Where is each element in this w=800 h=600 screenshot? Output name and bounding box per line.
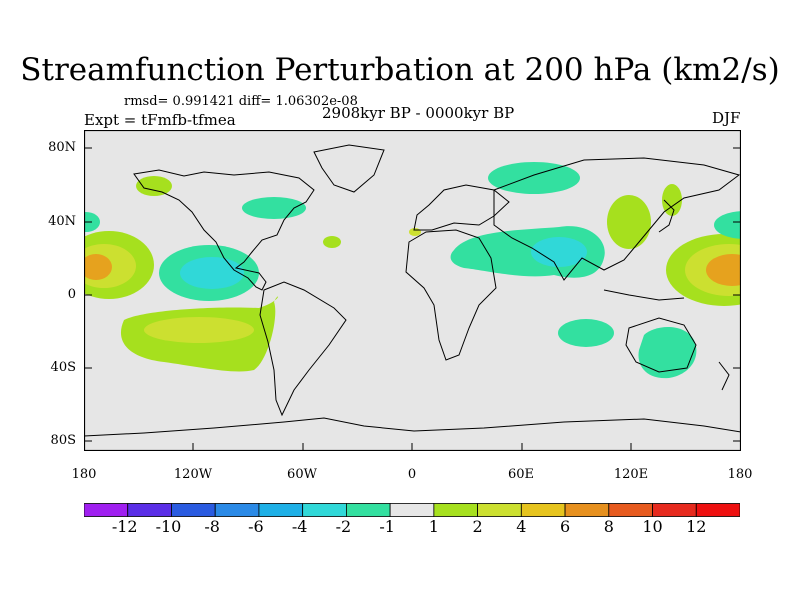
anomaly-east-asia [607,195,651,249]
colorbar-box [695,503,740,517]
lon-tick-label: 120E [613,467,649,482]
coastlines [84,144,741,437]
lat-tick-label: 0 [67,287,76,302]
coastline-south-america [259,281,347,417]
colorbar-label: -10 [155,517,182,536]
colorbar-label: 8 [603,517,614,536]
streamfunction-map [84,130,741,451]
anomaly-east-pacific [180,257,244,289]
anomaly-alaska [136,176,172,196]
coastline-greenland [313,144,385,193]
anomaly-central-pacific [84,254,112,280]
colorbar-label: 12 [686,517,707,536]
lon-tick-label: 120W [173,467,213,482]
lon-tick-label: 60E [507,467,535,482]
anomaly-australia [638,326,697,379]
anomaly-east-edge [714,211,741,239]
colorbar [84,503,740,517]
colorbar-box [389,503,435,517]
colorbar-box [345,503,391,517]
coastline-africa [405,229,497,361]
anomaly-siberia [488,162,580,194]
anomaly-south-asia [531,237,587,267]
colorbar-label: 1 [428,517,439,536]
colorbar-box [84,503,129,517]
colorbar-box [564,503,610,517]
colorbar-box [652,503,697,517]
lat-tick-label: 80N [48,140,76,155]
colorbar-box [171,503,216,517]
colorbar-box [127,503,172,517]
colorbar-box [214,503,260,517]
colorbar-label: -2 [335,517,352,536]
anomaly-south-pacific [144,317,254,343]
colorbar-box [258,503,304,517]
anomaly-east-asia [662,184,682,216]
coastline-new-zealand [718,361,730,391]
lat-tick-label: 40S [50,360,76,375]
experiment-label: Expt = tFmfb-tfmea [84,111,236,129]
lon-tick-label: 180 [71,467,97,482]
season-label: DJF [712,109,741,127]
anomaly-north-atlantic [323,236,341,248]
colorbar-box [302,503,347,517]
map-ticks [84,147,741,451]
colorbar-label: 2 [472,517,483,536]
period-label: 2908kyr BP - 0000kyr BP [322,104,515,122]
colorbar-label: 6 [559,517,571,536]
plot-title: Streamfunction Perturbation at 200 hPa (… [20,52,780,88]
lon-tick-label: 180 [727,467,753,482]
coastline-north-america [133,169,315,291]
coastline-europe [413,184,510,231]
coastline-asia [493,157,741,281]
lon-tick-label: 60W [287,467,317,482]
coastline-japan [658,199,675,233]
lat-tick-label: 80S [50,433,76,448]
colorbar-label: -1 [379,517,395,536]
stats-text: rmsd= 0.991421 diff= 1.06302e-08 [124,94,358,109]
coastline-indonesia [603,289,685,301]
colorbar-label: -12 [111,517,138,536]
colorbar-label: -8 [204,517,220,536]
colorbar-box [608,503,653,517]
coastline-australia [625,317,697,373]
coastline-antarctica [84,417,741,437]
colorbar-box [520,503,566,517]
colorbar-label: 10 [642,517,663,536]
colorbar-box [433,503,478,517]
anomaly-north-america [242,197,306,219]
lon-tick-label: 0 [407,467,417,482]
colorbar-label: 4 [516,517,527,536]
colorbar-label: -4 [291,517,308,536]
lat-tick-label: 40N [48,214,76,229]
anomaly-west-africa [409,228,421,236]
colorbar-box [477,503,522,517]
anomaly-indian-ocean [558,319,614,347]
colorbar-label: -6 [248,517,264,536]
anomaly-west-pacific [706,254,741,286]
